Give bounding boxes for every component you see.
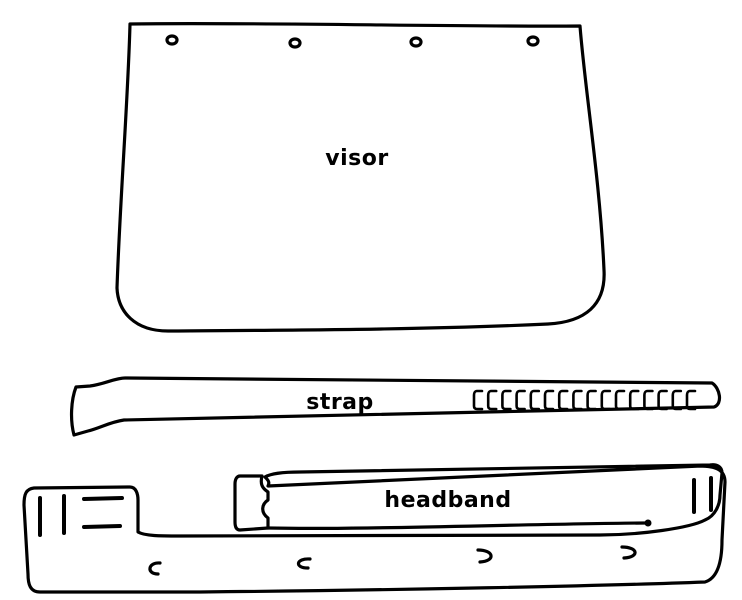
strap-ratchet-tooth [529,389,541,411]
visor-outline [115,21,606,333]
strap-ratchet-tooth [657,389,668,411]
headband-hook [296,557,312,570]
strap-ratchet-tooth [557,389,569,411]
headband-tab [233,474,270,532]
strap-ratchet-tooth [472,389,484,411]
strap-ratchet-teeth [472,389,697,411]
headband-pin [644,519,652,527]
strap-ratchet-tooth [671,389,683,411]
headband-hook [476,548,493,564]
strap-ratchet-tooth [586,389,597,411]
headband-label: headband [384,488,511,513]
strap-ratchet-tooth [643,389,654,411]
visor-label: visor [325,146,388,171]
visor-mounting-hole [409,36,423,48]
headband-slot [82,496,124,501]
headband-hook [148,561,162,576]
strap-ratchet-tooth [628,389,640,411]
strap-ratchet-tooth [501,389,512,411]
visor-part: visor [115,21,606,333]
headband-part: headband [22,463,727,594]
strap-ratchet-tooth [685,389,697,411]
strap-ratchet-tooth [543,389,555,411]
strap-ratchet-tooth [486,389,498,411]
headband-slot [82,524,122,529]
strap-label: strap [306,390,374,415]
visor-mounting-hole [165,34,179,46]
strap-ratchet-tooth [614,389,626,411]
headband-cord [266,521,647,531]
strap-outline [69,376,722,437]
strap-part: strap [69,376,722,437]
visor-mounting-hole [288,37,302,49]
strap-ratchet-tooth [515,389,526,411]
visor-mounting-hole [526,35,540,47]
headband-hook [620,545,637,560]
strap-ratchet-tooth [572,389,583,411]
headband-outline [22,463,727,594]
strap-ratchet-tooth [600,389,612,411]
